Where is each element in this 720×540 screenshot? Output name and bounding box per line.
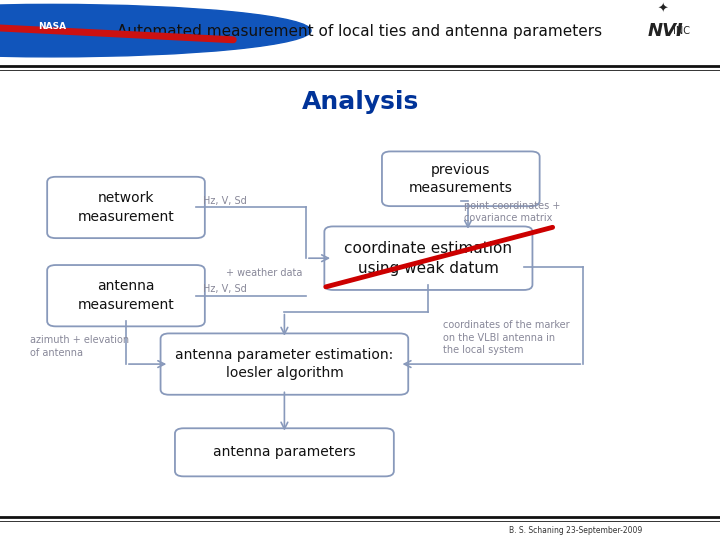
Text: Hz, V, Sd: Hz, V, Sd <box>203 196 247 206</box>
Text: ✦: ✦ <box>657 2 667 15</box>
FancyBboxPatch shape <box>47 265 204 326</box>
Circle shape <box>0 4 311 57</box>
FancyBboxPatch shape <box>175 428 394 476</box>
Text: point coordinates +
covariance matrix: point coordinates + covariance matrix <box>464 201 561 223</box>
Text: previous
measurements: previous measurements <box>409 163 513 195</box>
FancyBboxPatch shape <box>382 151 540 206</box>
Text: azimuth + elevation
of antenna: azimuth + elevation of antenna <box>30 335 130 357</box>
Text: Analysis: Analysis <box>302 90 418 113</box>
Text: antenna parameter estimation:
loesler algorithm: antenna parameter estimation: loesler al… <box>175 348 394 380</box>
Text: + weather data: + weather data <box>226 267 302 278</box>
Text: INC: INC <box>673 25 690 36</box>
Text: B. S. Schaning 23-September-2009: B. S. Schaning 23-September-2009 <box>509 526 643 536</box>
Text: antenna
measurement: antenna measurement <box>78 280 174 312</box>
Text: coordinates of the marker
on the VLBI antenna in
the local system: coordinates of the marker on the VLBI an… <box>443 320 570 355</box>
Text: Automated measurement of local ties and antenna parameters: Automated measurement of local ties and … <box>117 24 603 39</box>
Text: NASA: NASA <box>37 22 66 31</box>
Text: coordinate estimation
using weak datum: coordinate estimation using weak datum <box>344 241 513 275</box>
Text: Hz, V, Sd: Hz, V, Sd <box>203 284 247 294</box>
Text: network
measurement: network measurement <box>78 191 174 224</box>
FancyBboxPatch shape <box>324 226 533 290</box>
Text: NVI: NVI <box>648 22 684 39</box>
FancyBboxPatch shape <box>161 333 408 395</box>
FancyBboxPatch shape <box>47 177 204 238</box>
Text: antenna parameters: antenna parameters <box>213 446 356 460</box>
